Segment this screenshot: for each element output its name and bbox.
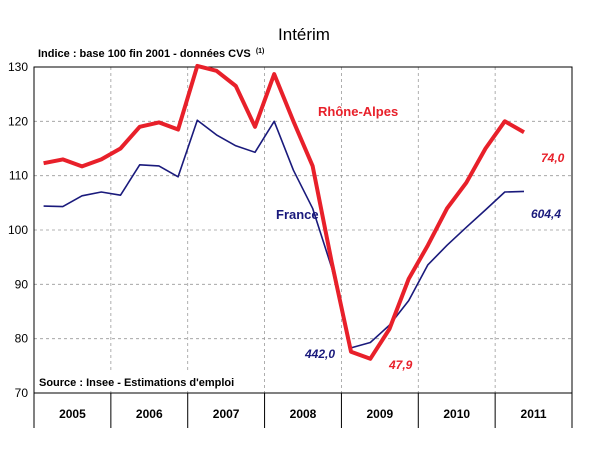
legend-france: France: [276, 207, 319, 222]
x-tick-label: 2011: [521, 407, 547, 421]
label-rhone-alpes-end: 74,0: [541, 151, 565, 165]
x-tick-label: 2008: [290, 407, 317, 421]
y-tick-label: 130: [8, 60, 28, 74]
series-line-rhone-alpes: [43, 63, 525, 361]
chart-subtitle: Indice : base 100 fin 2001 - données CVS…: [38, 48, 264, 60]
grid-lines: [34, 67, 572, 393]
y-tick-label: 100: [8, 223, 28, 237]
chart-title: Intérim: [278, 25, 330, 44]
x-tick-label: 2006: [136, 407, 163, 421]
label-rhone-alpes-trough: 47,9: [388, 358, 413, 372]
series-line-france: [43, 119, 525, 349]
x-tick-label: 2009: [367, 407, 394, 421]
y-tick-label: 70: [15, 386, 29, 400]
label-france-end: 604,4: [531, 207, 561, 221]
x-tick-label: 2005: [59, 407, 86, 421]
y-tick-label: 120: [8, 114, 28, 128]
y-tick-label: 90: [15, 277, 29, 291]
label-france-trough: 442,0: [304, 347, 335, 361]
y-tick-label: 110: [9, 169, 28, 183]
x-tick-label: 2010: [443, 407, 470, 421]
legend-rhone-alpes: Rhône-Alpes: [318, 104, 398, 119]
source-note: Source : Insee - Estimations d'emploi: [39, 377, 234, 389]
y-tick-label: 80: [15, 332, 29, 346]
plot-frame: [33, 66, 573, 394]
y-axis: 70 80 90 100 110 120 130: [8, 60, 28, 400]
x-tick-label: 2007: [213, 407, 240, 421]
source-box: [36, 373, 256, 391]
x-axis: 2005 2006 2007 2008 2009 2010 2011: [33, 393, 573, 428]
